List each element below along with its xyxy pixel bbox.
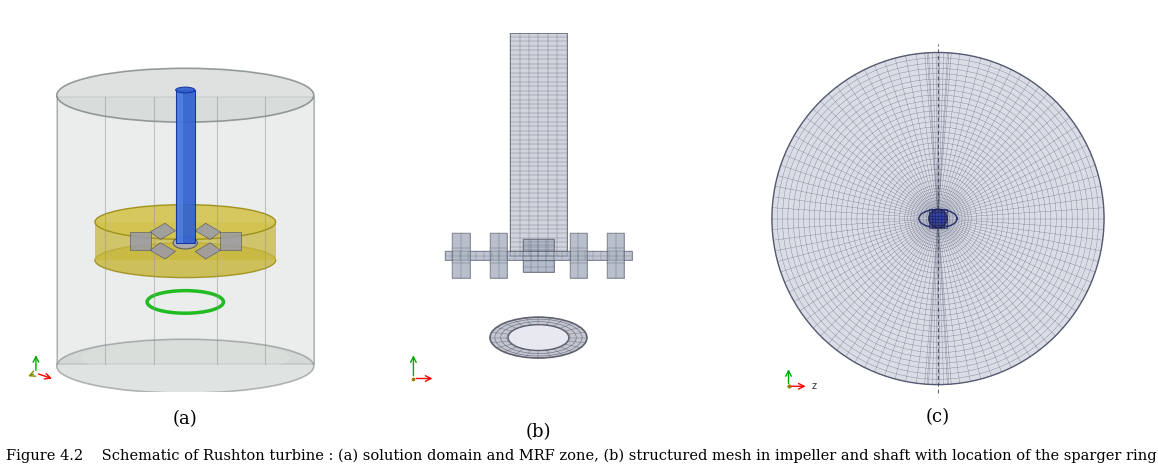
Ellipse shape	[57, 339, 314, 393]
Circle shape	[929, 209, 947, 228]
Ellipse shape	[176, 87, 195, 93]
Ellipse shape	[95, 243, 276, 278]
Polygon shape	[196, 243, 220, 259]
Text: Figure 4.2    Schematic of Rushton turbine : (a) solution domain and MRF zone, (: Figure 4.2 Schematic of Rushton turbine …	[6, 448, 1158, 463]
Ellipse shape	[81, 340, 290, 375]
Bar	[445, 251, 632, 260]
Ellipse shape	[508, 325, 569, 351]
Ellipse shape	[174, 237, 197, 249]
Text: z: z	[812, 381, 816, 391]
Bar	[511, 33, 566, 256]
Text: (a): (a)	[173, 410, 198, 428]
Ellipse shape	[490, 317, 587, 358]
Bar	[57, 97, 314, 365]
Bar	[522, 239, 554, 272]
Bar	[570, 233, 587, 278]
Bar	[607, 233, 624, 278]
Ellipse shape	[95, 205, 276, 239]
Bar	[177, 90, 183, 243]
Polygon shape	[220, 232, 241, 250]
Ellipse shape	[57, 68, 314, 122]
Circle shape	[772, 53, 1104, 385]
Bar	[176, 90, 195, 243]
Polygon shape	[196, 223, 220, 239]
Bar	[453, 233, 470, 278]
Polygon shape	[151, 223, 175, 239]
Bar	[95, 222, 276, 260]
Bar	[490, 233, 507, 278]
Text: (b): (b)	[526, 423, 551, 441]
Text: (c): (c)	[926, 408, 950, 426]
Polygon shape	[130, 232, 151, 250]
Polygon shape	[151, 243, 175, 259]
